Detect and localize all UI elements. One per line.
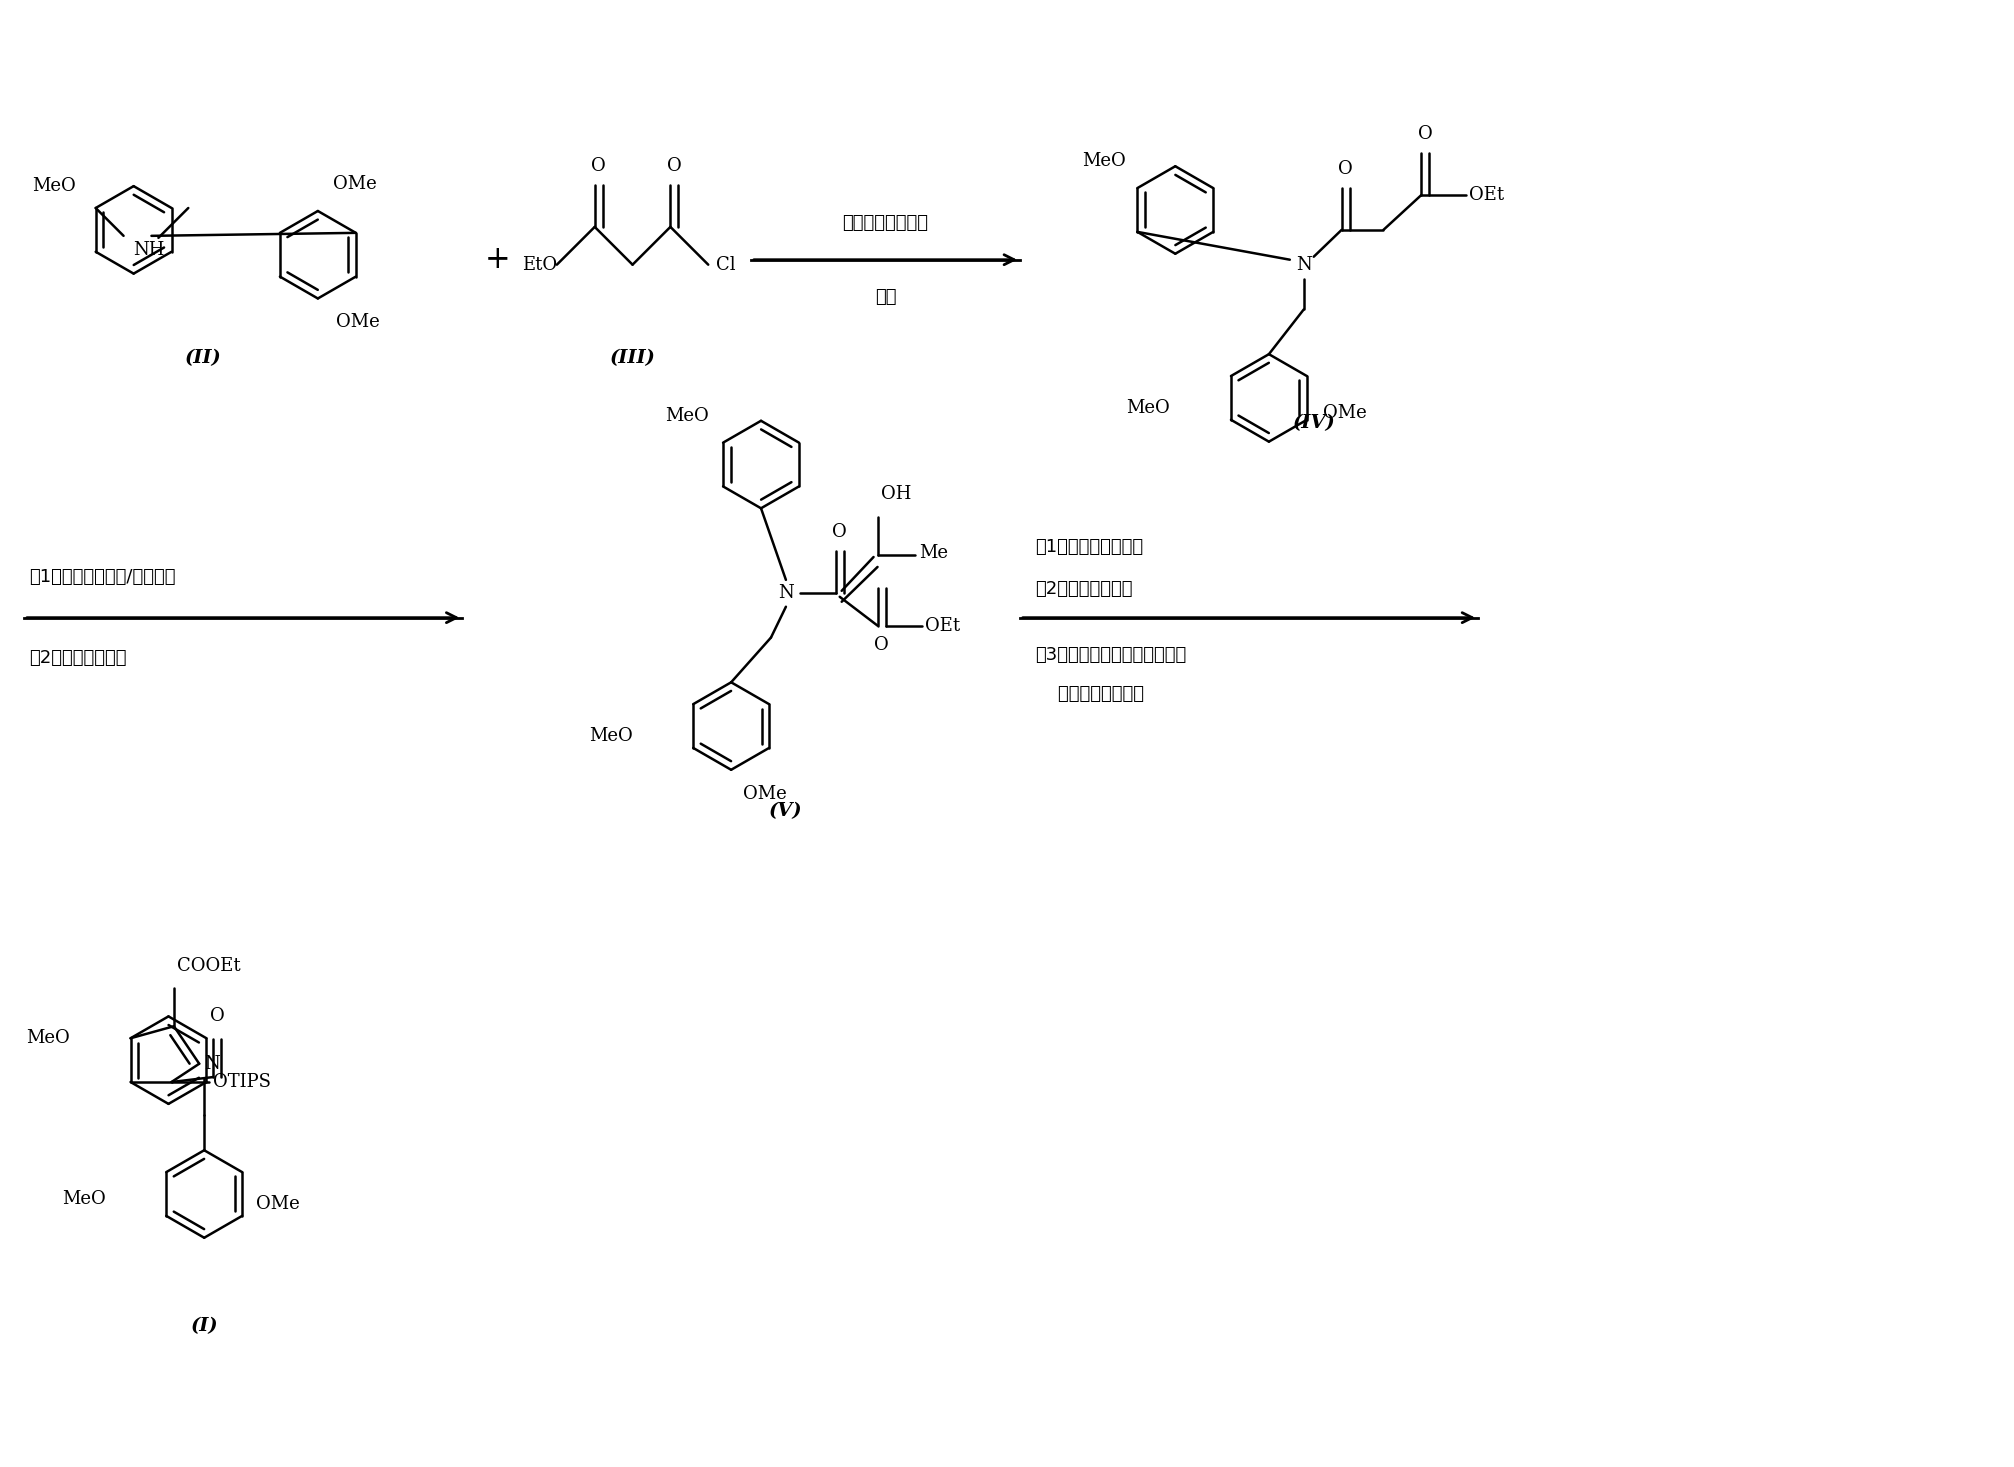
Text: MeO: MeO	[588, 728, 632, 745]
Text: OMe: OMe	[336, 314, 379, 332]
Text: OH: OH	[880, 486, 910, 503]
Text: MeO: MeO	[32, 178, 77, 195]
Text: O: O	[1337, 160, 1353, 178]
Text: （2）乙酰氯，冰浴: （2）乙酰氯，冰浴	[28, 650, 127, 667]
Text: MeO: MeO	[26, 1030, 70, 1047]
Text: Cl: Cl	[717, 255, 735, 274]
Text: O: O	[209, 1008, 226, 1025]
Text: O: O	[592, 157, 606, 175]
Text: EtO: EtO	[522, 255, 556, 274]
Text: 冰浴: 冰浴	[874, 288, 896, 305]
Text: O: O	[832, 524, 848, 541]
Text: COOEt: COOEt	[177, 956, 240, 974]
Text: OMe: OMe	[332, 175, 377, 194]
Text: (V): (V)	[769, 801, 804, 820]
Text: OMe: OMe	[1323, 403, 1365, 422]
Text: N: N	[777, 584, 794, 601]
Text: MeO: MeO	[62, 1190, 105, 1207]
Text: +: +	[483, 244, 510, 276]
Text: OTIPS: OTIPS	[213, 1072, 272, 1091]
Text: （3）三异丙基三氟甲磺酸酯，: （3）三异丙基三氟甲磺酸酯，	[1035, 645, 1186, 663]
Text: N: N	[203, 1055, 220, 1072]
Text: O: O	[667, 157, 683, 175]
Text: MeO: MeO	[665, 406, 709, 425]
Text: O: O	[874, 635, 888, 654]
Text: OMe: OMe	[743, 785, 787, 802]
Text: OEt: OEt	[1468, 186, 1504, 204]
Text: O: O	[1418, 125, 1432, 144]
Text: N: N	[1295, 255, 1311, 274]
Text: OMe: OMe	[256, 1196, 300, 1213]
Text: （2）醋酸钠，乙醇: （2）醋酸钠，乙醇	[1035, 579, 1132, 597]
Text: （1）醋酸碘苯，乙腈: （1）醋酸碘苯，乙腈	[1035, 538, 1144, 556]
Text: NH: NH	[133, 241, 165, 258]
Text: (I): (I)	[191, 1317, 218, 1335]
Text: (IV): (IV)	[1293, 414, 1335, 431]
Text: (II): (II)	[185, 349, 222, 367]
Text: 三乙胺，二氯甲烷: 三乙胺，二氯甲烷	[1035, 685, 1144, 703]
Text: MeO: MeO	[1082, 153, 1126, 170]
Text: 三乙胺，二氯甲烷: 三乙胺，二氯甲烷	[842, 214, 928, 232]
Text: （1）氢化钠，乙腈/四氢呋喃: （1）氢化钠，乙腈/四氢呋喃	[28, 568, 175, 585]
Text: OEt: OEt	[924, 616, 961, 635]
Text: (III): (III)	[610, 349, 655, 367]
Text: Me: Me	[918, 544, 949, 562]
Text: MeO: MeO	[1126, 399, 1170, 417]
